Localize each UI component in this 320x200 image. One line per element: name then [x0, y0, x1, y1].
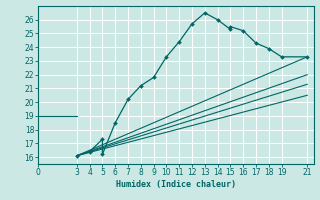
X-axis label: Humidex (Indice chaleur): Humidex (Indice chaleur)	[116, 180, 236, 189]
